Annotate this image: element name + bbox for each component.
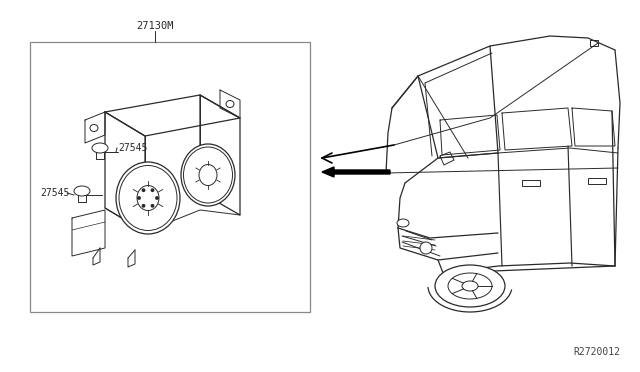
Circle shape bbox=[151, 205, 154, 207]
Circle shape bbox=[138, 197, 140, 199]
Ellipse shape bbox=[462, 281, 478, 291]
Ellipse shape bbox=[184, 147, 232, 203]
Text: 27545: 27545 bbox=[118, 143, 147, 153]
Circle shape bbox=[156, 197, 158, 199]
Bar bbox=[588, 178, 606, 184]
Bar bbox=[522, 180, 540, 186]
Circle shape bbox=[420, 242, 432, 254]
Ellipse shape bbox=[116, 162, 180, 234]
Ellipse shape bbox=[74, 186, 90, 196]
Text: R2720012: R2720012 bbox=[573, 347, 620, 357]
Ellipse shape bbox=[226, 100, 234, 108]
Ellipse shape bbox=[181, 144, 235, 206]
Ellipse shape bbox=[397, 219, 409, 227]
Ellipse shape bbox=[199, 164, 217, 186]
FancyArrow shape bbox=[322, 167, 390, 177]
Ellipse shape bbox=[92, 143, 108, 153]
Ellipse shape bbox=[119, 166, 177, 231]
Ellipse shape bbox=[435, 265, 505, 307]
Ellipse shape bbox=[448, 273, 492, 299]
Ellipse shape bbox=[137, 186, 159, 211]
Circle shape bbox=[142, 189, 145, 192]
Bar bbox=[30, 42, 310, 312]
Text: 27545: 27545 bbox=[40, 188, 69, 198]
Text: 27130M: 27130M bbox=[136, 21, 173, 31]
Circle shape bbox=[151, 189, 154, 192]
Circle shape bbox=[142, 205, 145, 207]
Ellipse shape bbox=[90, 125, 98, 131]
